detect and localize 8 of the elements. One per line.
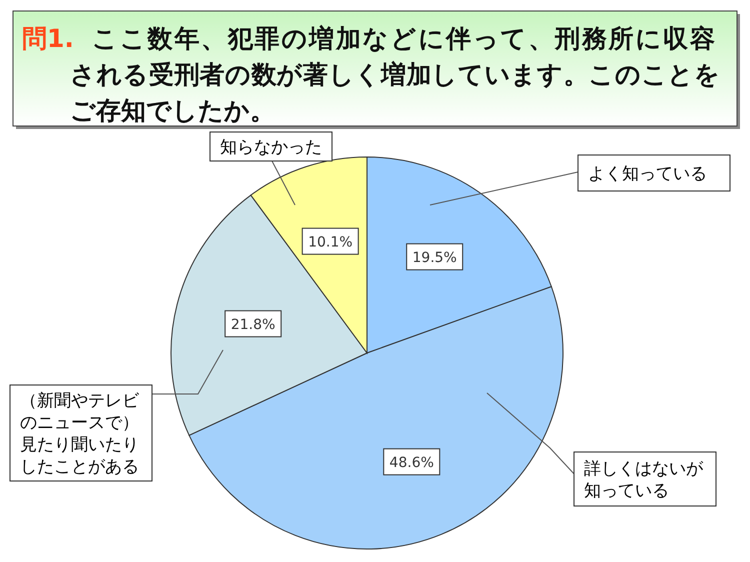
slice-label: 知らなかった (220, 138, 322, 158)
slice-label: よく知っている (588, 164, 707, 184)
slice-label: 詳しくはないが知っている (584, 459, 704, 501)
data-label: 21.8% (230, 316, 276, 333)
slice-label: （新聞やテレビのニュースで）見たり聞いたりしたことがある (20, 391, 140, 477)
data-label: 10.1% (308, 234, 353, 250)
data-label: 48.6% (389, 454, 434, 471)
data-label: 19.5% (412, 250, 457, 266)
